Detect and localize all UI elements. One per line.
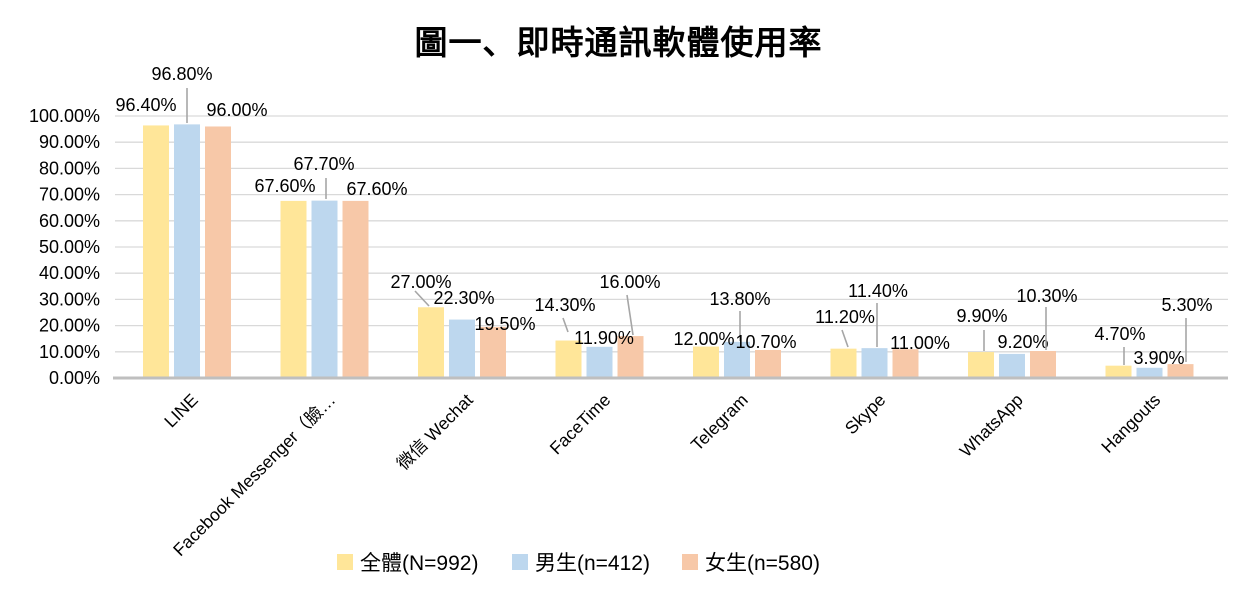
data-label: 9.90%	[956, 306, 1007, 326]
y-axis-tick-label: 10.00%	[39, 342, 100, 362]
data-label: 16.00%	[599, 272, 660, 292]
data-label: 4.70%	[1094, 324, 1145, 344]
leader-line	[414, 290, 430, 307]
y-axis-tick-label: 0.00%	[49, 368, 100, 388]
bar-5-series-1	[861, 348, 888, 377]
data-label: 11.00%	[890, 333, 950, 353]
bar-1-series-1	[311, 200, 338, 377]
data-label: 67.70%	[293, 154, 354, 174]
x-axis-category-label: FaceTime	[546, 390, 615, 459]
bar-6-series-1	[999, 353, 1025, 377]
data-label: 13.80%	[709, 289, 770, 309]
bar-7-series-2	[1167, 364, 1194, 377]
y-axis-tick-label: 50.00%	[39, 237, 100, 257]
y-axis-tick-label: 20.00%	[39, 316, 100, 336]
legend-label-female: 女生(n=580)	[705, 552, 820, 575]
bar-3-series-2	[617, 336, 644, 377]
bar-0-series-1	[174, 124, 200, 377]
leader-line	[841, 329, 849, 348]
bar-6-series-0	[968, 352, 994, 377]
data-label: 96.40%	[115, 95, 176, 115]
bar-1-series-0	[280, 200, 307, 377]
x-axis-category-label: Facebook Messenger（臉…	[169, 390, 339, 560]
y-axis-tick-label: 90.00%	[39, 132, 100, 152]
data-label: 11.40%	[848, 281, 908, 301]
data-label: 14.30%	[534, 295, 595, 315]
y-axis-tick-label: 30.00%	[39, 289, 100, 309]
bar-0-series-2	[205, 126, 231, 377]
x-axis-category-label: Hangouts	[1097, 390, 1164, 457]
data-label: 19.50%	[474, 314, 535, 334]
y-axis-tick-label: 80.00%	[39, 158, 100, 178]
bar-4-series-1	[724, 341, 750, 377]
y-axis-tick-label: 60.00%	[39, 211, 100, 231]
y-axis-tick-label: 100.00%	[29, 106, 100, 126]
data-label: 96.00%	[206, 100, 267, 120]
data-label: 12.00%	[673, 329, 734, 349]
data-label: 10.30%	[1016, 286, 1077, 306]
bar-5-series-2	[892, 349, 919, 377]
data-label: 11.90%	[574, 328, 634, 348]
bar-7-series-0	[1105, 365, 1132, 377]
bar-2-series-2	[480, 326, 506, 377]
data-label: 27.00%	[390, 272, 451, 292]
bar-1-series-2	[342, 200, 369, 377]
data-label: 3.90%	[1133, 348, 1184, 368]
legend-label-total: 全體(N=992)	[360, 552, 479, 575]
bar-6-series-2	[1030, 351, 1056, 377]
data-label: 67.60%	[346, 179, 407, 199]
bar-2-series-0	[418, 307, 444, 377]
legend-item-male: 男生(n=412)	[512, 547, 650, 577]
legend-swatch-female	[682, 554, 698, 570]
leader-line	[626, 294, 634, 336]
x-axis-category-label: WhatsApp	[956, 390, 1027, 461]
legend-swatch-male	[512, 554, 528, 570]
bar-2-series-1	[449, 319, 475, 377]
bar-3-series-0	[555, 340, 582, 377]
x-axis-category-label: LINE	[160, 390, 202, 432]
x-axis-category-label: Telegram	[687, 390, 752, 455]
chart-title: 圖一、即時通訊軟體使用率	[414, 24, 823, 61]
x-axis-category-label: 微信 Wechat	[393, 390, 477, 474]
leader-line	[562, 317, 569, 333]
legend-item-female: 女生(n=580)	[682, 547, 820, 577]
bar-5-series-0	[830, 348, 857, 377]
data-label: 5.30%	[1161, 295, 1212, 315]
legend-item-total: 全體(N=992)	[337, 547, 478, 577]
bar-3-series-1	[586, 346, 613, 377]
y-axis-tick-label: 70.00%	[39, 185, 100, 205]
x-axis-category-label: Skype	[841, 390, 890, 439]
bar-4-series-0	[693, 346, 719, 377]
bar-7-series-1	[1136, 367, 1163, 377]
bar-4-series-2	[755, 349, 781, 377]
data-label: 96.80%	[151, 64, 212, 84]
data-label: 11.20%	[815, 307, 875, 327]
bar-0-series-0	[143, 125, 169, 377]
data-label: 10.70%	[735, 332, 796, 352]
data-label: 9.20%	[997, 332, 1048, 352]
legend-swatch-total	[337, 554, 353, 570]
data-label: 22.30%	[433, 288, 494, 308]
y-axis-tick-label: 40.00%	[39, 263, 100, 283]
legend-label-male: 男生(n=412)	[535, 552, 650, 575]
data-label: 67.60%	[254, 176, 315, 196]
